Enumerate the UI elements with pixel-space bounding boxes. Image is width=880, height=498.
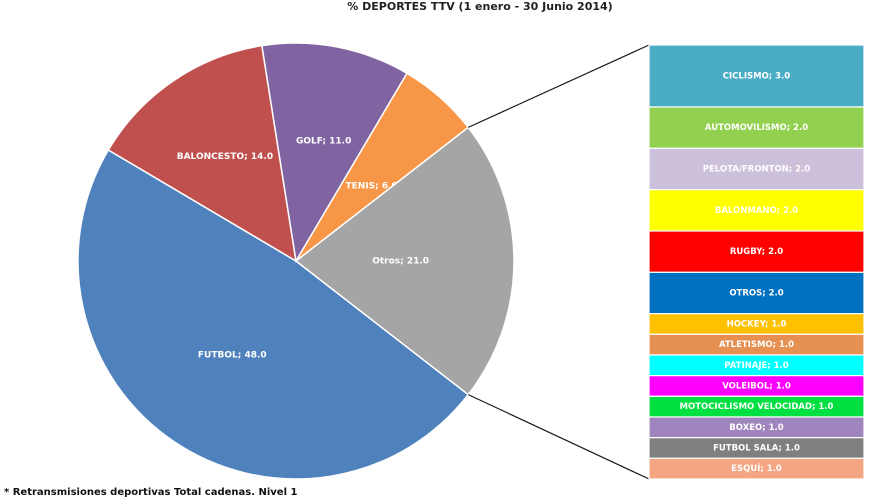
- bar-label-automovilismo: AUTOMOVILISMO; 2.0: [705, 123, 808, 133]
- bar-segment-balonmano: [648, 189, 865, 232]
- connector-line-bottom: [467, 394, 650, 480]
- bar-segment-ciclismo: [648, 44, 865, 108]
- bar-label-voleibol: VOLEIBOL; 1.0: [722, 382, 791, 392]
- bar-label-motociclismo-velocidad: MOTOCICLISMO VELOCIDAD; 1.0: [680, 402, 834, 412]
- pie-slice-golf: [261, 42, 408, 264]
- bar-label-balonmano: BALONMANO; 2.0: [715, 206, 798, 216]
- bar-label-rugby: RUGBY; 2.0: [730, 247, 783, 257]
- bar-label-boxeo: BOXEO; 1.0: [729, 423, 783, 433]
- slice-label-otros: Otros; 21.0: [372, 257, 429, 267]
- footnote: * Retransmisiones deportivas Total caden…: [4, 487, 298, 498]
- bar-label-patinaje: PATINAJE; 1.0: [724, 361, 788, 371]
- bar-label-atletismo: ATLETISMO; 1.0: [719, 340, 794, 350]
- connector-line-top: [468, 44, 650, 128]
- pie-slice-futbol: [77, 149, 470, 480]
- breakdown-bar: CICLISMO; 3.0 AUTOMOVILISMO; 2.0 PELOTA/FR…: [648, 44, 865, 480]
- connector-lines: [467, 44, 650, 480]
- bar-label-hockey: HOCKEY; 1.0: [727, 320, 787, 330]
- bar-label-ciclismo: CICLISMO; 3.0: [723, 72, 791, 82]
- slice-label-futbol: FUTBOL; 48.0: [198, 350, 267, 360]
- bar-segment-esqui: [648, 457, 865, 480]
- pie-group: FUTBOL; 48.0 BALONCESTO; 14.0 GOLF; 11.0 TE…: [77, 42, 515, 480]
- bar-segment-pelota-fronton: [648, 147, 865, 191]
- bar-label-esqui: ESQUÍ; 1.0: [731, 462, 782, 474]
- bar-segment-automovilismo: [648, 106, 865, 149]
- chart-title: % DEPORTES TTV (1 enero - 30 Junio 2014): [347, 0, 613, 13]
- pie-slice-baloncesto: [107, 44, 297, 263]
- pie-slice-otros: [294, 126, 515, 396]
- slice-label-baloncesto: BALONCESTO; 14.0: [177, 152, 273, 162]
- bar-label-pelota-fronton: PELOTA/FRONTON; 2.0: [703, 165, 811, 175]
- slice-label-tenis: TENIS; 6.0: [345, 182, 397, 192]
- bar-label-otros: OTROS; 2.0: [729, 289, 783, 299]
- slice-label-golf: GOLF; 11.0: [296, 136, 351, 146]
- bar-label-futbol-sala: FUTBOL SALA; 1.0: [713, 444, 800, 454]
